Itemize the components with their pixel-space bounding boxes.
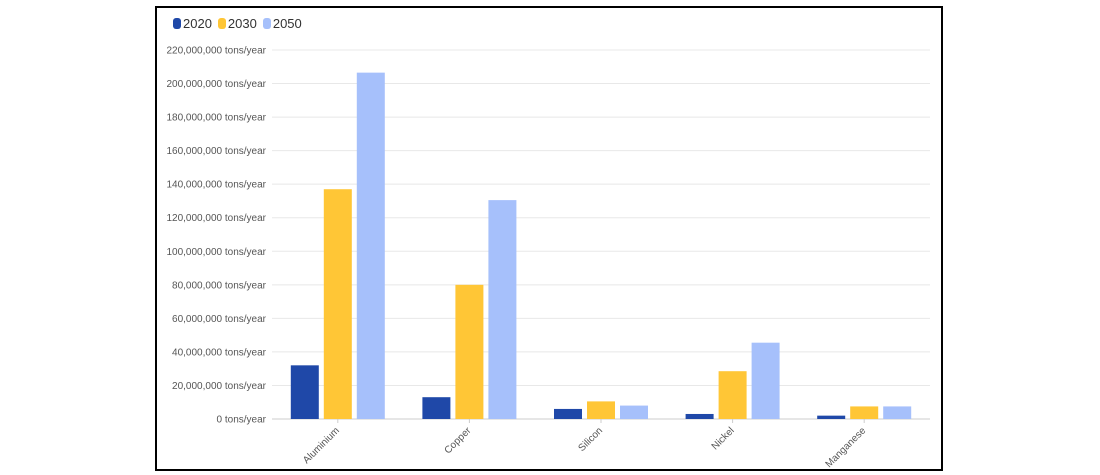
bar-manganese-2030[interactable] — [850, 406, 879, 419]
y-tick-label: 20,000,000 tons/year — [172, 381, 267, 392]
bar-copper-2030[interactable] — [455, 284, 484, 419]
chart-frame: 2020 2030 2050 0 tons/year 20,000,000 ton… — [155, 6, 943, 471]
legend-item-2020[interactable]: 2020 — [173, 16, 212, 31]
legend-item-2030[interactable]: 2030 — [217, 16, 257, 31]
bar-nickel-2030[interactable] — [718, 371, 747, 419]
legend-label-2030: 2030 — [227, 16, 257, 31]
bar-nickel-2050[interactable] — [751, 342, 780, 419]
y-tick-label: 0 tons/year — [217, 415, 267, 426]
legend-swatch-2030 — [217, 18, 226, 29]
legend-item-2050[interactable]: 2050 — [262, 16, 302, 31]
y-tick-label: 120,000,000 tons/year — [166, 213, 266, 224]
y-tick-label: 100,000,000 tons/year — [166, 247, 266, 258]
bar-aluminium-2030[interactable] — [323, 189, 352, 419]
y-tick-label: 40,000,000 tons/year — [172, 347, 267, 358]
bar-manganese-2050[interactable] — [883, 406, 912, 419]
chart-legend: 2020 2030 2050 — [173, 16, 302, 31]
bar-silicon-2020[interactable] — [554, 408, 582, 419]
bar-aluminium-2050[interactable] — [356, 72, 385, 419]
legend-swatch-2050 — [262, 18, 271, 29]
bar-aluminium-2020[interactable] — [290, 365, 319, 419]
y-tick-label: 180,000,000 tons/year — [166, 113, 266, 124]
legend-label-2020: 2020 — [183, 16, 212, 31]
legend-label-2050: 2050 — [272, 16, 302, 31]
bar-chart: 0 tons/year 20,000,000 tons/year 40,000,00… — [166, 46, 930, 469]
x-category-label: Manganese — [824, 425, 869, 469]
y-tick-label: 200,000,000 tons/year — [166, 79, 266, 90]
bar-silicon-2030[interactable] — [587, 401, 615, 419]
x-category-label: Copper — [443, 425, 474, 456]
x-category-label: Nickel — [710, 425, 737, 452]
y-tick-label: 80,000,000 tons/year — [172, 280, 267, 291]
x-category-label: Aluminium — [301, 425, 342, 466]
y-tick-label: 220,000,000 tons/year — [166, 46, 266, 57]
bar-copper-2050[interactable] — [488, 200, 517, 419]
y-tick-label: 60,000,000 tons/year — [172, 314, 267, 325]
y-tick-label: 160,000,000 tons/year — [166, 146, 266, 157]
bar-copper-2020[interactable] — [422, 397, 451, 419]
y-tick-label: 140,000,000 tons/year — [166, 180, 266, 191]
bar-nickel-2020[interactable] — [685, 413, 714, 419]
bar-silicon-2050[interactable] — [620, 405, 648, 419]
legend-swatch-2020 — [173, 18, 181, 29]
x-category-label: Silicon — [577, 425, 606, 454]
bar-manganese-2020[interactable] — [817, 415, 846, 419]
